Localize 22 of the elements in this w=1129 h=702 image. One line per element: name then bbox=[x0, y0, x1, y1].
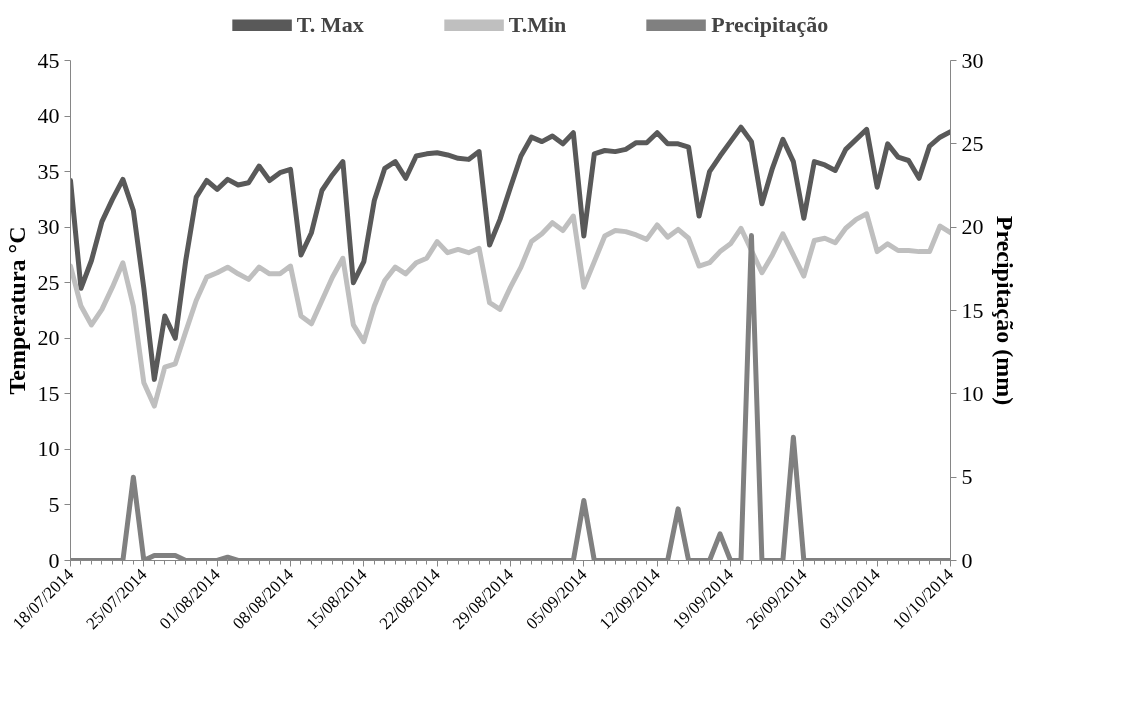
legend-label: T.Min bbox=[508, 12, 567, 38]
y-tick-label: 0 bbox=[48, 547, 60, 573]
y2-tick-label: 10 bbox=[961, 380, 984, 406]
y2-tick-label: 30 bbox=[961, 47, 984, 73]
legend-label: T. Max bbox=[296, 12, 364, 38]
y2-tick-label: 15 bbox=[961, 297, 984, 323]
y-tick-label: 5 bbox=[48, 491, 60, 517]
y2-tick-label: 20 bbox=[961, 214, 984, 240]
y-tick-label: 15 bbox=[37, 380, 60, 406]
y-axis-title: Temperatura °C bbox=[3, 226, 30, 395]
y-tick-label: 45 bbox=[37, 47, 60, 73]
y-tick-label: 40 bbox=[37, 103, 60, 129]
y2-axis-title: Precipitação (mm) bbox=[991, 215, 1018, 406]
y2-tick-label: 25 bbox=[961, 130, 984, 156]
y2-tick-label: 0 bbox=[961, 547, 973, 573]
y-tick-label: 10 bbox=[37, 436, 60, 462]
y2-tick-label: 5 bbox=[961, 464, 973, 490]
y-tick-label: 35 bbox=[37, 158, 60, 184]
y-tick-label: 20 bbox=[37, 325, 60, 351]
y-tick-label: 25 bbox=[37, 269, 60, 295]
legend-label: Precipitação bbox=[711, 12, 829, 38]
y-tick-label: 30 bbox=[37, 214, 60, 240]
